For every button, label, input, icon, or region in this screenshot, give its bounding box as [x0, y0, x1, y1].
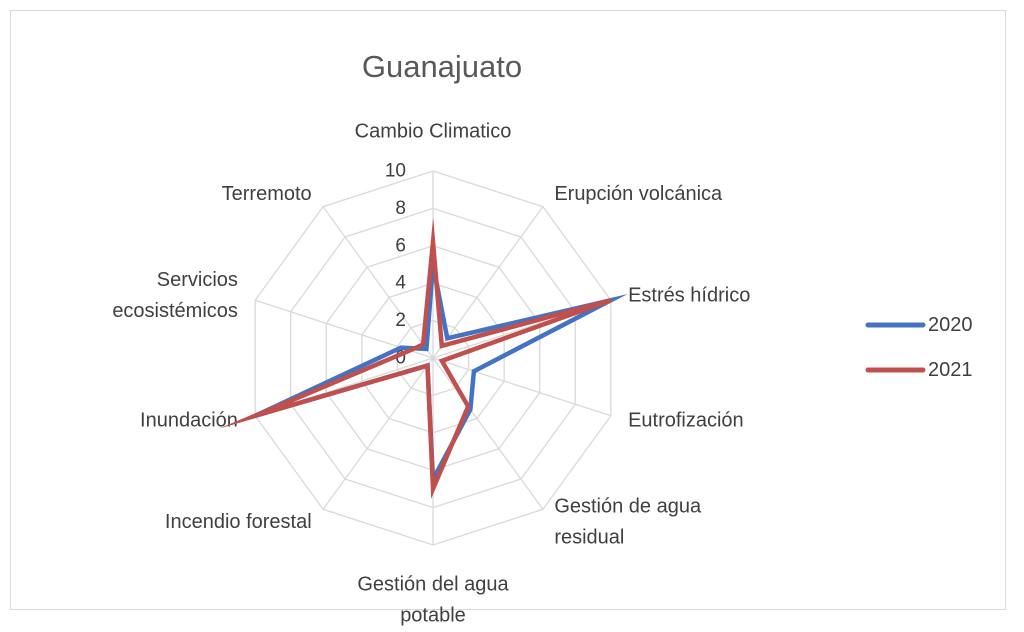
series-line-2021 [218, 217, 612, 499]
chart-area: Guanajuato [10, 10, 1006, 610]
legend-label-2020: 2020 [928, 314, 973, 336]
category-label: Incendio forestal [165, 511, 312, 533]
category-label: Cambio Climatico [355, 121, 512, 143]
radial-tick-labels: 0 2 4 6 8 10 [385, 161, 407, 369]
grid-spoke [432, 357, 544, 510]
chart-title: Guanajuato [361, 49, 523, 84]
tick-label: 10 [385, 161, 406, 182]
tick-label: 0 [395, 348, 406, 369]
category-label: Erupción volcánica [554, 183, 723, 205]
legend: 2020 2021 [865, 314, 973, 381]
category-label: Eutrofización [628, 410, 744, 432]
category-label: Inundación [140, 410, 238, 432]
tick-label: 6 [395, 235, 406, 256]
grid-spoke [432, 357, 612, 417]
category-label: potable [400, 605, 466, 627]
category-label: Gestión del agua [357, 574, 509, 596]
grid-spoke [322, 357, 434, 510]
category-label: ecosistémicos [112, 300, 238, 322]
category-label: Servicios [157, 269, 238, 291]
tick-label: 8 [395, 198, 406, 219]
tick-label: 2 [395, 310, 406, 331]
tick-label: 4 [395, 273, 406, 294]
category-label: Gestión de agua [554, 496, 702, 518]
category-label: residual [554, 527, 624, 549]
series-lines [218, 217, 628, 499]
category-label: Estrés hídrico [628, 284, 750, 306]
grid-spoke [432, 206, 544, 359]
legend-label-2021: 2021 [928, 359, 973, 381]
category-labels: Cambio Climatico Erupción volcánica Estrés… [112, 121, 750, 627]
grid-spoke [322, 206, 434, 359]
category-label: Terremoto [222, 183, 312, 205]
